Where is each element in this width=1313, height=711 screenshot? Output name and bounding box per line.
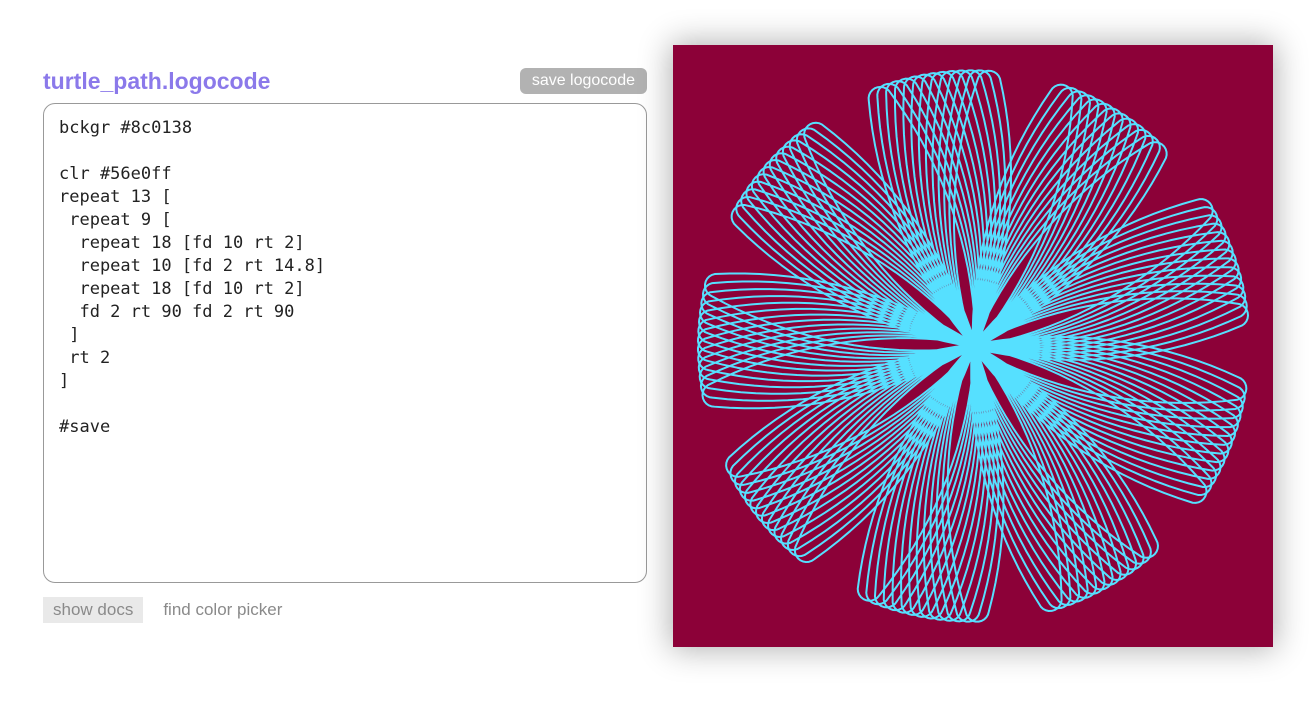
editor-footer: show docs find color picker [43,597,282,623]
turtle-graphics-canvas [673,45,1273,647]
file-title: turtle_path.logocode [43,67,271,94]
logocode-editor-textarea[interactable]: bckgr #8c0138 clr #56e0ff repeat 13 [ re… [43,103,647,583]
editor-header: turtle_path.logocode save logocode [43,64,647,98]
find-color-picker-link[interactable]: find color picker [163,600,283,619]
save-logocode-button[interactable]: save logocode [519,68,647,94]
show-docs-button[interactable]: show docs [43,597,144,623]
